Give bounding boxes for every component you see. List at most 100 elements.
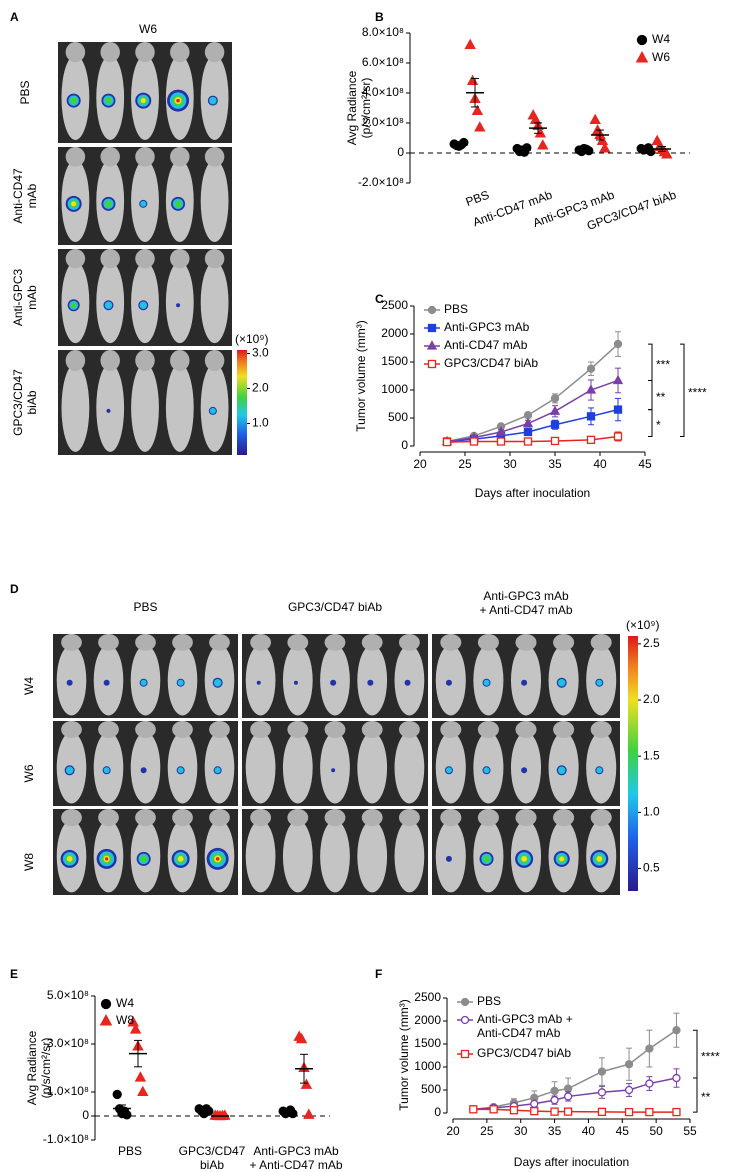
data-point: [523, 427, 533, 437]
x-tick-label: 30: [514, 1124, 528, 1138]
significance-label: ****: [701, 1049, 720, 1063]
significance-bracket: [693, 1077, 698, 1113]
mouse: [282, 820, 313, 893]
mouse-head: [100, 249, 120, 269]
y-axis-label: Avg Radiance(p/s/cm²/sr): [25, 1030, 53, 1105]
mouse: [200, 261, 229, 344]
data-point: [530, 1099, 539, 1108]
y-tick-label: 2500: [381, 298, 408, 312]
bioluminescence-spot: [214, 767, 221, 774]
mouse-head: [477, 634, 499, 651]
y-tick-label: 500: [421, 1082, 441, 1096]
mouse: [320, 732, 350, 804]
mouse-head: [553, 634, 575, 651]
bioluminescence-spot: [483, 767, 490, 774]
mouse-head: [209, 634, 230, 651]
mouse-head: [65, 249, 86, 269]
mouse-head: [440, 721, 462, 738]
bioluminescence-spot: [104, 200, 112, 208]
data-point: [672, 1073, 681, 1083]
bioluminescence-spot: [140, 679, 147, 686]
mouse-head: [172, 809, 193, 827]
x-tick-label: 20: [446, 1124, 460, 1138]
data-point: [522, 417, 534, 428]
significance-bracket: [680, 343, 685, 437]
legend-label: Anti-CD47 mAb: [444, 338, 528, 352]
legend-marker: [427, 323, 437, 333]
data-point: [597, 1088, 607, 1097]
y-tick-label: 1000: [414, 1059, 441, 1073]
x-tick-label: Anti-GPC3 mAb + Anti-CD47 mAb: [249, 1144, 342, 1172]
significance-bracket: [648, 343, 653, 381]
x-tick-label: 35: [548, 457, 562, 471]
data-point: [442, 437, 452, 447]
bioluminescence-spot: [105, 857, 109, 861]
significance-bracket: [648, 379, 653, 411]
bioluminescence-spot: [215, 857, 220, 861]
data-point: [469, 1105, 478, 1114]
legend-marker: [427, 305, 437, 315]
bioluminescence-spot: [367, 679, 374, 686]
bioluminescence-spot: [521, 767, 528, 774]
x-tick-label: 35: [548, 1124, 562, 1138]
x-tick-label: 40: [593, 457, 607, 471]
mouse-head: [361, 634, 383, 651]
data-point: [471, 104, 484, 116]
mouse-head: [204, 42, 225, 63]
mouse: [131, 363, 159, 452]
significance-label: ****: [688, 385, 707, 399]
bioluminescence-spot: [140, 200, 147, 207]
significance-label: **: [656, 390, 666, 404]
colorbar-tick-label: 2.5: [643, 636, 660, 650]
mouse-head: [61, 809, 82, 827]
mouse: [435, 644, 466, 716]
legend-label: GPC3/CD47 biAb: [477, 1046, 571, 1060]
mouse-head: [65, 42, 86, 63]
mouse-head: [287, 634, 309, 651]
data-point: [563, 1107, 573, 1116]
data-point: [586, 412, 596, 421]
y-tick-label: 1.0×10⁸: [47, 1084, 89, 1098]
mouse-head: [515, 809, 537, 827]
mouse-head: [204, 147, 225, 167]
bioluminescence-spot: [445, 855, 452, 862]
data-point: [550, 1095, 559, 1105]
colorbar-tick-label: 1.5: [643, 748, 660, 762]
data-point: [586, 435, 596, 444]
bioluminescence-spot: [140, 767, 147, 774]
row-label: W6: [22, 764, 36, 782]
legend-label: PBS: [444, 302, 468, 316]
mouse: [435, 820, 466, 893]
mouse-head: [65, 350, 86, 371]
mouse-head: [135, 634, 156, 651]
y-tick-label: 2000: [381, 326, 408, 340]
y-tick-label: 0: [397, 145, 404, 159]
data-point: [523, 411, 533, 420]
mouse-head: [553, 721, 575, 738]
colorbar-tick-label: 1.0: [643, 805, 660, 819]
bioluminescence-spot: [521, 856, 527, 862]
mouse-head: [135, 249, 155, 269]
mouse-head: [250, 634, 272, 651]
bioluminescence-spot: [256, 680, 261, 685]
mouse-head: [361, 721, 383, 738]
legend-label: W8: [116, 1013, 134, 1027]
data-point: [563, 1084, 573, 1093]
mouse: [200, 159, 229, 243]
bioluminescence-spot: [596, 767, 603, 774]
bioluminescence-spot: [445, 679, 452, 686]
bioluminescence-spot: [66, 856, 73, 862]
colorbar-tick-label: 1.0: [252, 416, 269, 430]
bioluminescence-spot: [331, 768, 336, 773]
bioluminescence-spot: [557, 766, 566, 775]
mouse-head: [135, 350, 155, 371]
mouse-head: [515, 721, 537, 738]
bioluminescence-spot: [483, 679, 490, 686]
bioluminescence-spot: [177, 856, 184, 862]
data-point: [537, 139, 549, 150]
y-tick-label: 8.0×10⁸: [362, 25, 404, 39]
colorbar: [237, 350, 247, 455]
data-point: [550, 420, 560, 429]
mouse: [61, 363, 90, 452]
data-point: [464, 38, 476, 50]
